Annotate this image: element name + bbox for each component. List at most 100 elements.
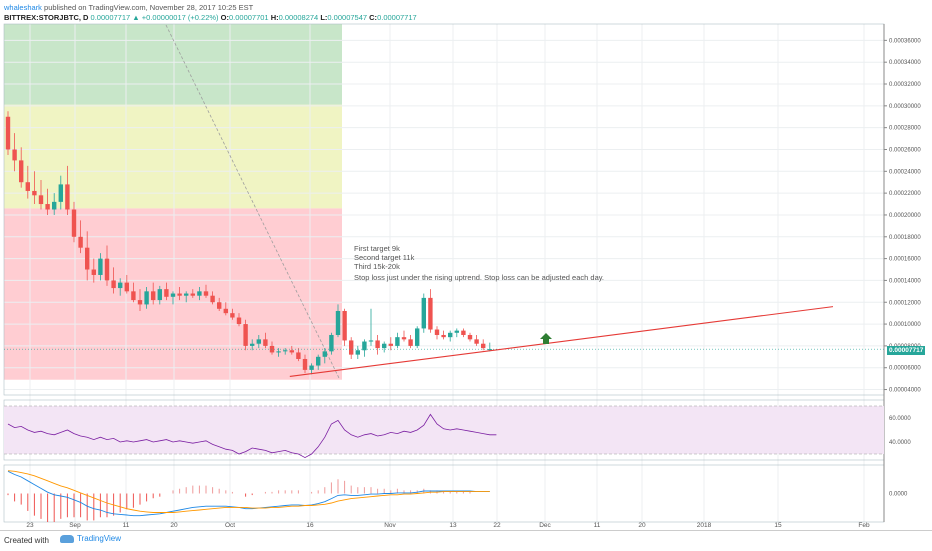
x-tick-label: 22 <box>493 522 501 529</box>
candle-body <box>52 201 57 210</box>
candle-body <box>481 343 486 349</box>
x-tick-label: Nov <box>384 522 396 529</box>
candle-body <box>91 269 96 275</box>
candle-body <box>111 280 116 289</box>
y-tick-label: 0.00014000 <box>889 278 921 284</box>
y-tick-label: 0.00024000 <box>889 169 921 175</box>
up-arrow-icon <box>540 333 552 344</box>
y-tick-label: 0.00022000 <box>889 191 921 197</box>
take-profit-zone <box>4 24 342 105</box>
candle-body <box>302 358 308 370</box>
x-tick-label: 20 <box>638 522 646 529</box>
x-tick-label: 11 <box>594 522 601 529</box>
annotation-target-1: First target 9k <box>354 244 400 253</box>
candle-body <box>329 334 334 352</box>
candle-body <box>19 160 24 183</box>
low-value: 0.00007547 <box>327 13 368 22</box>
measure-dashed-line <box>165 24 340 379</box>
candle-body <box>38 195 44 205</box>
tradingview-link[interactable]: TradingView <box>60 534 121 543</box>
created-with-text: Created with <box>4 536 49 545</box>
x-tick-label: 15 <box>774 522 782 529</box>
candle-body <box>151 291 156 301</box>
candle-body <box>395 337 400 346</box>
x-tick-label: 23 <box>26 522 34 529</box>
candle-body <box>124 282 129 292</box>
candle-body <box>408 339 413 346</box>
rsi-tick-label: 40.0000 <box>889 440 911 446</box>
y-tick-label: 0.00028000 <box>889 126 921 132</box>
x-tick-label: Dec <box>539 522 551 529</box>
high-value: 0.00008274 <box>278 13 319 22</box>
y-tick-label: 0.00026000 <box>889 147 921 153</box>
last-price: 0.00007717 <box>90 13 131 22</box>
rsi-tick-label: 60.0000 <box>889 416 911 422</box>
x-tick-label: Feb <box>858 522 870 529</box>
macd-line <box>7 470 490 517</box>
candle-body <box>362 341 367 351</box>
candle-body <box>25 182 30 191</box>
candle-body <box>283 350 288 352</box>
author-link[interactable]: whaleshark <box>4 3 42 12</box>
candle-body <box>467 334 473 340</box>
candle-body <box>368 340 374 342</box>
candle-body <box>104 258 110 281</box>
y-tick-label: 0.00034000 <box>889 60 921 66</box>
candle-body <box>309 365 314 370</box>
x-tick-label: 16 <box>306 522 314 529</box>
candle-body <box>448 332 453 338</box>
rsi-line <box>7 413 497 459</box>
publish-text: published on TradingView.com, November 2… <box>44 3 254 12</box>
candle-body <box>144 291 149 305</box>
candle-body <box>342 310 347 341</box>
candle-body <box>197 291 202 296</box>
y-tick-label: 0.00012000 <box>889 300 921 306</box>
annotation-stop-loss: Stop loss just under the rising uptrend.… <box>354 273 605 282</box>
close-value: 0.00007717 <box>377 13 417 22</box>
open-label: O: <box>220 13 229 22</box>
candle-body <box>85 247 90 270</box>
candle-body <box>421 297 426 329</box>
candle-body <box>78 236 83 248</box>
annotation-target-2: Second target 11k <box>354 253 415 262</box>
open-value: 0.00007701 <box>228 13 269 22</box>
macd-tick-label: 0.0000 <box>889 492 908 498</box>
candle-body <box>415 328 420 346</box>
high-label: H: <box>270 13 279 22</box>
candle-body <box>32 190 37 196</box>
candle-body <box>382 343 387 349</box>
candle-body <box>177 293 182 296</box>
candle-body <box>355 350 360 355</box>
candle-body <box>203 291 209 296</box>
y-tick-label: 0.00018000 <box>889 235 921 241</box>
chart-header: whaleshark published on TradingView.com,… <box>0 0 932 22</box>
candle-body <box>58 184 63 202</box>
x-tick-label: 2018 <box>697 522 712 529</box>
symbol-label[interactable]: BITTREX:STORJBTC, D <box>4 13 89 22</box>
y-tick-label: 0.00004000 <box>889 388 921 394</box>
y-tick-label: 0.00032000 <box>889 82 921 88</box>
candle-body <box>230 313 235 318</box>
candle-body <box>71 209 77 237</box>
candle-body <box>401 337 407 340</box>
candle-body <box>461 330 466 335</box>
candle-body <box>474 339 479 344</box>
candle-body <box>434 329 440 335</box>
candle-body <box>263 339 268 346</box>
candle-body <box>250 343 255 346</box>
x-tick-label: 11 <box>123 522 130 529</box>
candle-body <box>487 349 492 351</box>
chart-canvas[interactable]: 23 Sep 11 20 Oct 16 Nov 13 22 Dec 11 20 2018 15 Feb 0.0… <box>0 0 932 530</box>
footer: Created with TradingView <box>0 530 932 551</box>
candle-body <box>375 340 380 349</box>
candle-body <box>190 293 195 296</box>
candle-body <box>164 289 169 297</box>
x-tick-label: 13 <box>449 522 457 529</box>
y-tick-label: 0.00020000 <box>889 213 921 219</box>
current-price-tag: 0.00007717 <box>887 346 926 355</box>
tradingview-logo-icon <box>60 534 74 543</box>
candle-body <box>118 282 123 289</box>
candle-body <box>98 258 103 275</box>
candle-body <box>45 204 50 210</box>
ohlc-legend: BITTREX:STORJBTC, D 0.00007717 ▲ +0.0000… <box>4 13 417 22</box>
